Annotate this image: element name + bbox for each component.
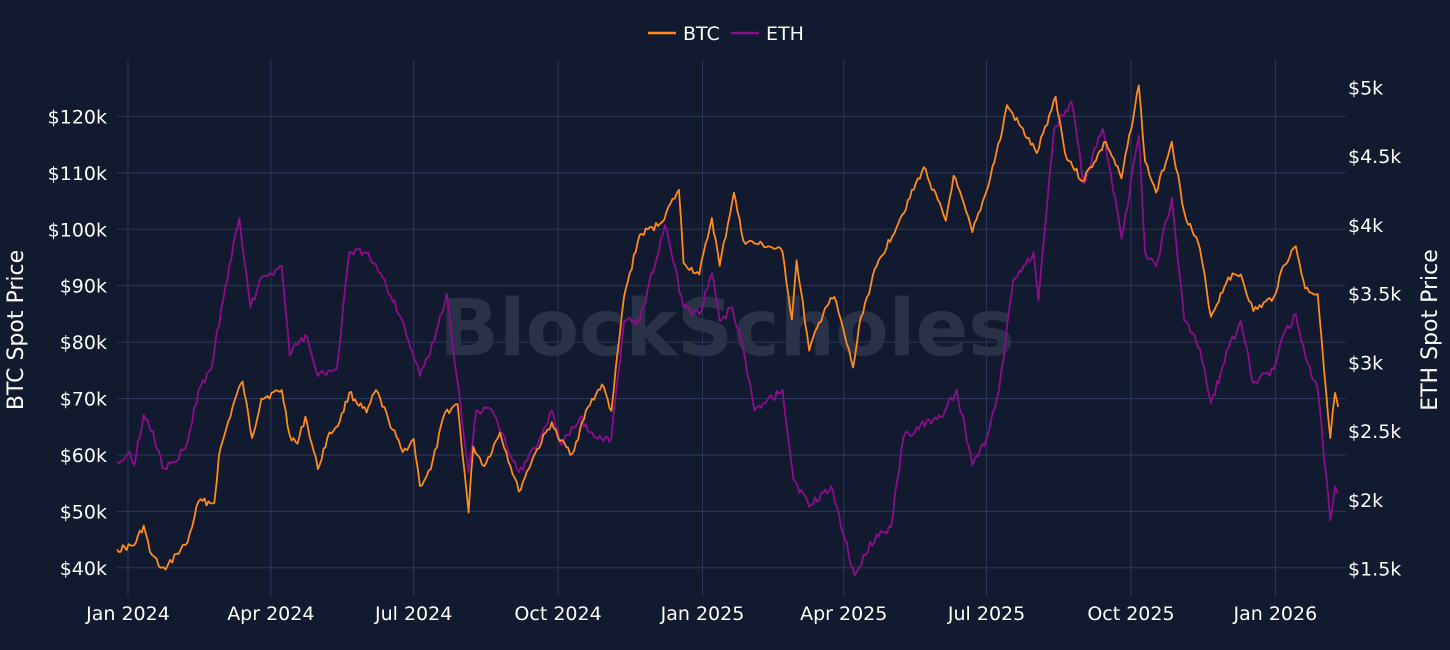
x-tick-label: Jan 2024 — [85, 603, 170, 625]
y-right-axis-title: ETH Spot Price — [1418, 249, 1443, 411]
y-left-tick-label: $90k — [60, 276, 107, 298]
y-right-tick-labels: $1.5k $2k $2.5k $3k $3.5k $4k $4.5k $5k — [1348, 77, 1401, 580]
y-left-tick-label: $50k — [60, 501, 107, 523]
y-right-tick-label: $3.5k — [1348, 284, 1401, 306]
series-line-btc — [116, 84, 1340, 571]
x-tick-label: Apr 2024 — [227, 603, 314, 625]
x-tick-label: Jul 2025 — [947, 603, 1025, 625]
legend: BTC ETH — [648, 23, 804, 45]
y-left-tick-label: $100k — [48, 219, 107, 241]
y-left-tick-label: $80k — [60, 332, 107, 354]
y-right-tick-label: $2k — [1348, 490, 1383, 512]
y-left-tick-label: $40k — [60, 558, 107, 580]
legend-btc-label: BTC — [683, 23, 720, 45]
y-left-tick-labels: $40k $50k $60k $70k $80k $90k $100k $110k $120k — [48, 106, 107, 579]
y-right-tick-label: $3k — [1348, 352, 1383, 374]
x-tick-label: Oct 2025 — [1087, 603, 1174, 625]
x-tick-label: Jan 2025 — [660, 603, 745, 625]
y-right-tick-label: $1.5k — [1348, 559, 1401, 581]
y-left-tick-label: $70k — [60, 389, 107, 411]
x-tick-label: Jul 2024 — [374, 603, 452, 625]
legend-eth-label: ETH — [766, 23, 804, 45]
y-left-tick-label: $60k — [60, 445, 107, 467]
x-tick-label: Apr 2025 — [800, 603, 887, 625]
watermark: BlockScholes — [439, 284, 1014, 374]
series-layer — [116, 84, 1340, 577]
y-right-tick-label: $5k — [1348, 77, 1383, 99]
series-line-eth — [116, 100, 1339, 577]
y-left-axis-title: BTC Spot Price — [4, 250, 29, 410]
y-right-tick-label: $2.5k — [1348, 421, 1401, 443]
x-tick-label: Oct 2024 — [514, 603, 601, 625]
y-right-tick-label: $4.5k — [1348, 146, 1401, 168]
x-tick-label: Jan 2026 — [1233, 603, 1318, 625]
y-left-tick-label: $110k — [48, 163, 107, 185]
y-gridlines — [117, 115, 1346, 569]
y-left-tick-label: $120k — [48, 106, 107, 128]
y-right-tick-label: $4k — [1348, 215, 1383, 237]
x-tick-labels: Jan 2024 Apr 2024 Jul 2024 Oct 2024 Jan 2025… — [85, 603, 1317, 625]
